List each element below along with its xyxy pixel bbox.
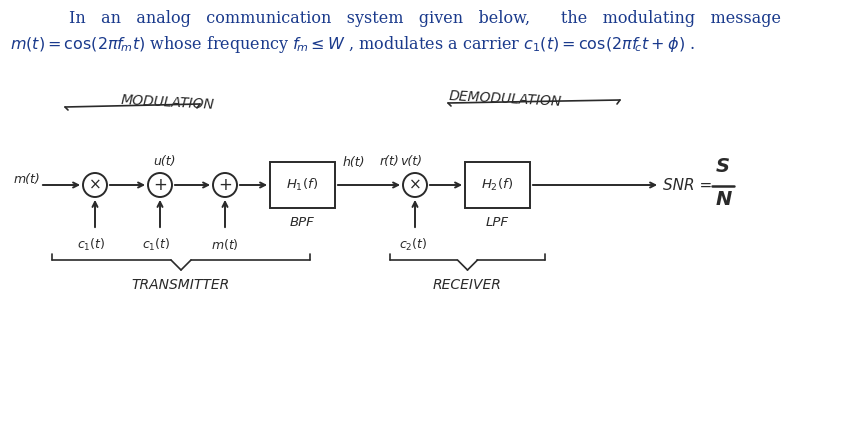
Text: $m(t)=\cos(2\pi f_{\!m}t)$ whose frequency $f_{\!m}\leq W$ , modulates a carrier: $m(t)=\cos(2\pi f_{\!m}t)$ whose frequen… — [10, 34, 695, 55]
Text: S: S — [716, 157, 730, 176]
Text: +: + — [218, 176, 232, 194]
Text: SNR =: SNR = — [663, 178, 717, 192]
Text: $H_2(f)$: $H_2(f)$ — [481, 177, 513, 193]
Text: ×: × — [409, 178, 422, 192]
Text: RECEIVER: RECEIVER — [433, 278, 502, 292]
Text: ×: × — [88, 178, 101, 192]
Text: $H_1(f)$: $H_1(f)$ — [286, 177, 319, 193]
Bar — [465, 162, 530, 208]
Text: BPF: BPF — [290, 216, 314, 229]
Text: h(t): h(t) — [343, 156, 366, 169]
Text: TRANSMITTER: TRANSMITTER — [132, 278, 230, 292]
Text: LPF: LPF — [486, 216, 509, 229]
Text: MODULATION: MODULATION — [120, 93, 214, 112]
Text: $m(t)$: $m(t)$ — [211, 237, 239, 252]
Text: DEMODULATION: DEMODULATION — [448, 89, 562, 109]
Text: +: + — [153, 176, 167, 194]
Text: $c_2(t)$: $c_2(t)$ — [399, 237, 428, 253]
Text: u(t): u(t) — [154, 155, 176, 168]
Text: $c_1(t)$: $c_1(t)$ — [142, 237, 170, 253]
Text: r(t): r(t) — [380, 155, 399, 168]
Text: $c_1(t)$: $c_1(t)$ — [76, 237, 105, 253]
Bar — [270, 162, 335, 208]
Text: v(t): v(t) — [400, 155, 422, 168]
Text: m(t): m(t) — [14, 173, 41, 187]
Text: N: N — [716, 190, 732, 209]
Text: In   an   analog   communication   system   given   below,      the   modulating: In an analog communication system given … — [69, 10, 781, 27]
